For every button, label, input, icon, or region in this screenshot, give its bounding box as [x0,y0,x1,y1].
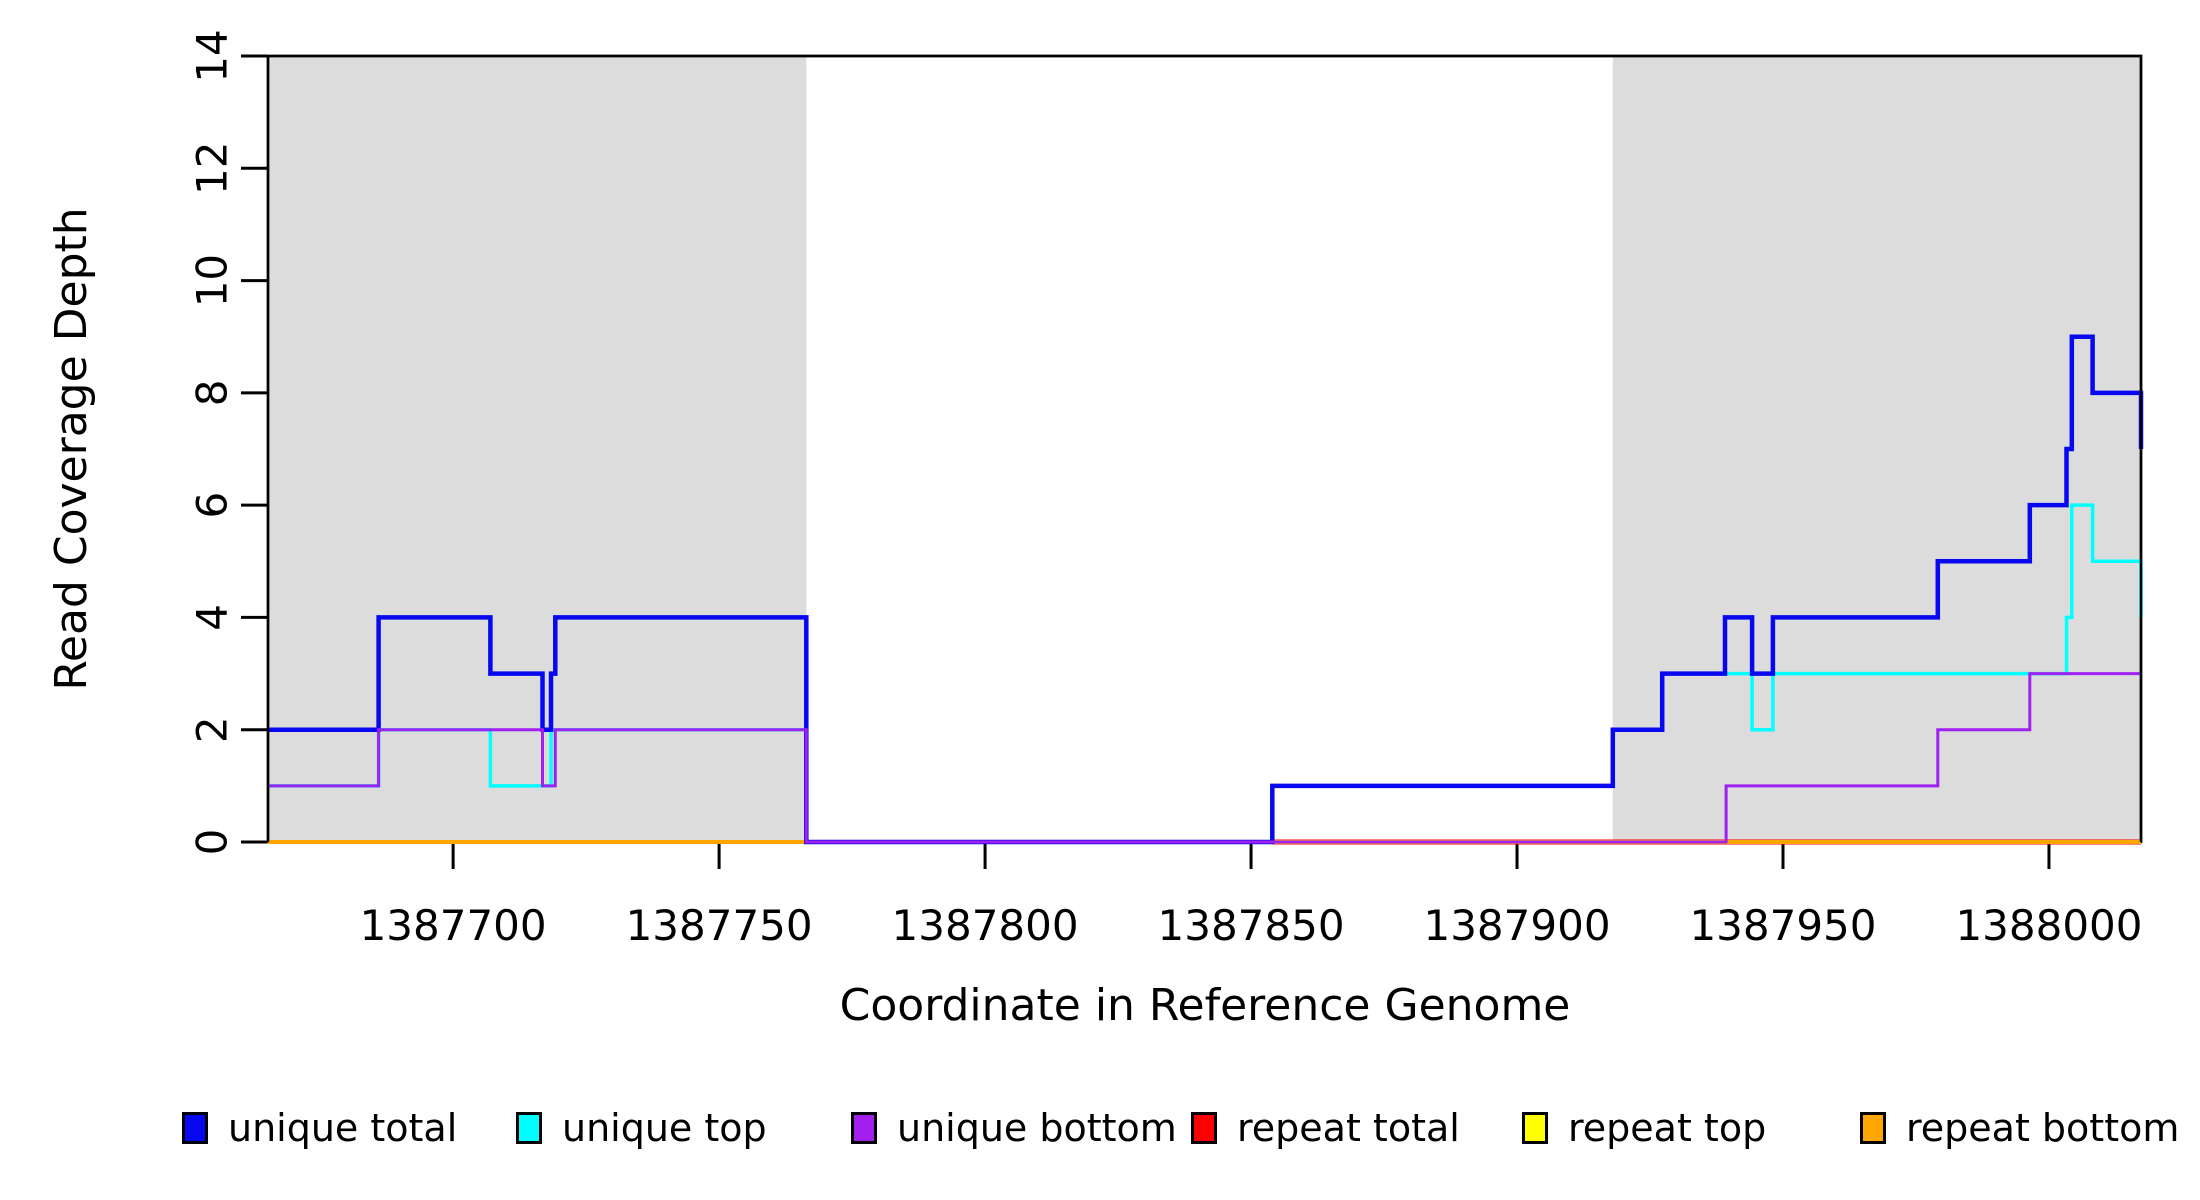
y-tick-label: 12 [188,142,237,195]
legend-label: repeat total [1237,1106,1460,1150]
y-tick-label: 6 [188,492,237,519]
y-tick-label: 2 [188,716,237,743]
y-axis-title: Read Coverage Depth [46,207,97,690]
plot-box-overlay [266,54,2143,842]
y-tick-label: 8 [188,379,237,406]
legend-item-unique-bottom: unique bottom [851,1106,1177,1150]
legend-item-unique-total: unique total [182,1106,457,1150]
x-tick-label: 1387700 [360,901,547,950]
legend-swatch-unique-total [182,1112,208,1144]
legend-item-repeat-bottom: repeat bottom [1860,1106,2179,1150]
x-tick-label: 1387950 [1689,901,1876,950]
x-tick-label: 1387900 [1423,901,1610,950]
legend-swatch-repeat-bottom [1860,1112,1886,1144]
x-tick-label: 1388000 [1955,901,2142,950]
y-tick-label: 14 [188,29,237,82]
legend-swatch-unique-bottom [851,1112,877,1144]
plot-box-overlay-layer [266,54,2143,842]
x-tick-label: 1387800 [892,901,1079,950]
legend-item-unique-top: unique top [516,1106,767,1150]
legend-swatch-unique-top [516,1112,542,1144]
legend-swatch-repeat-total [1191,1112,1217,1144]
legend-label: repeat top [1568,1106,1767,1150]
legend-label: unique total [228,1106,458,1150]
x-tick-label: 1387850 [1158,901,1345,950]
y-tick-label: 10 [188,254,237,307]
x-axis-title: Coordinate in Reference Genome [840,980,1571,1031]
legend-label: unique top [562,1106,767,1150]
axis-ticks-layer: 1387700 1387750 1387800 1387850 1387900 13879… [188,29,2143,950]
series-layer [268,334,2144,845]
shaded-regions-layer [268,56,2141,842]
legend-label: unique bottom [897,1106,1177,1150]
series-unique-bottom [268,672,2141,844]
legend-label: repeat bottom [1906,1106,2180,1150]
shaded-region [268,56,807,842]
shaded-region [1612,56,2141,842]
legend-item-repeat-total: repeat total [1191,1106,1460,1150]
legend-item-repeat-top: repeat top [1522,1106,1766,1150]
legend-swatch-repeat-top [1522,1112,1548,1144]
legend: unique total unique top unique bottom repea… [0,0,2200,1150]
y-tick-label: 4 [188,604,237,631]
y-tick-label: 0 [188,829,237,856]
x-tick-label: 1387750 [626,901,813,950]
